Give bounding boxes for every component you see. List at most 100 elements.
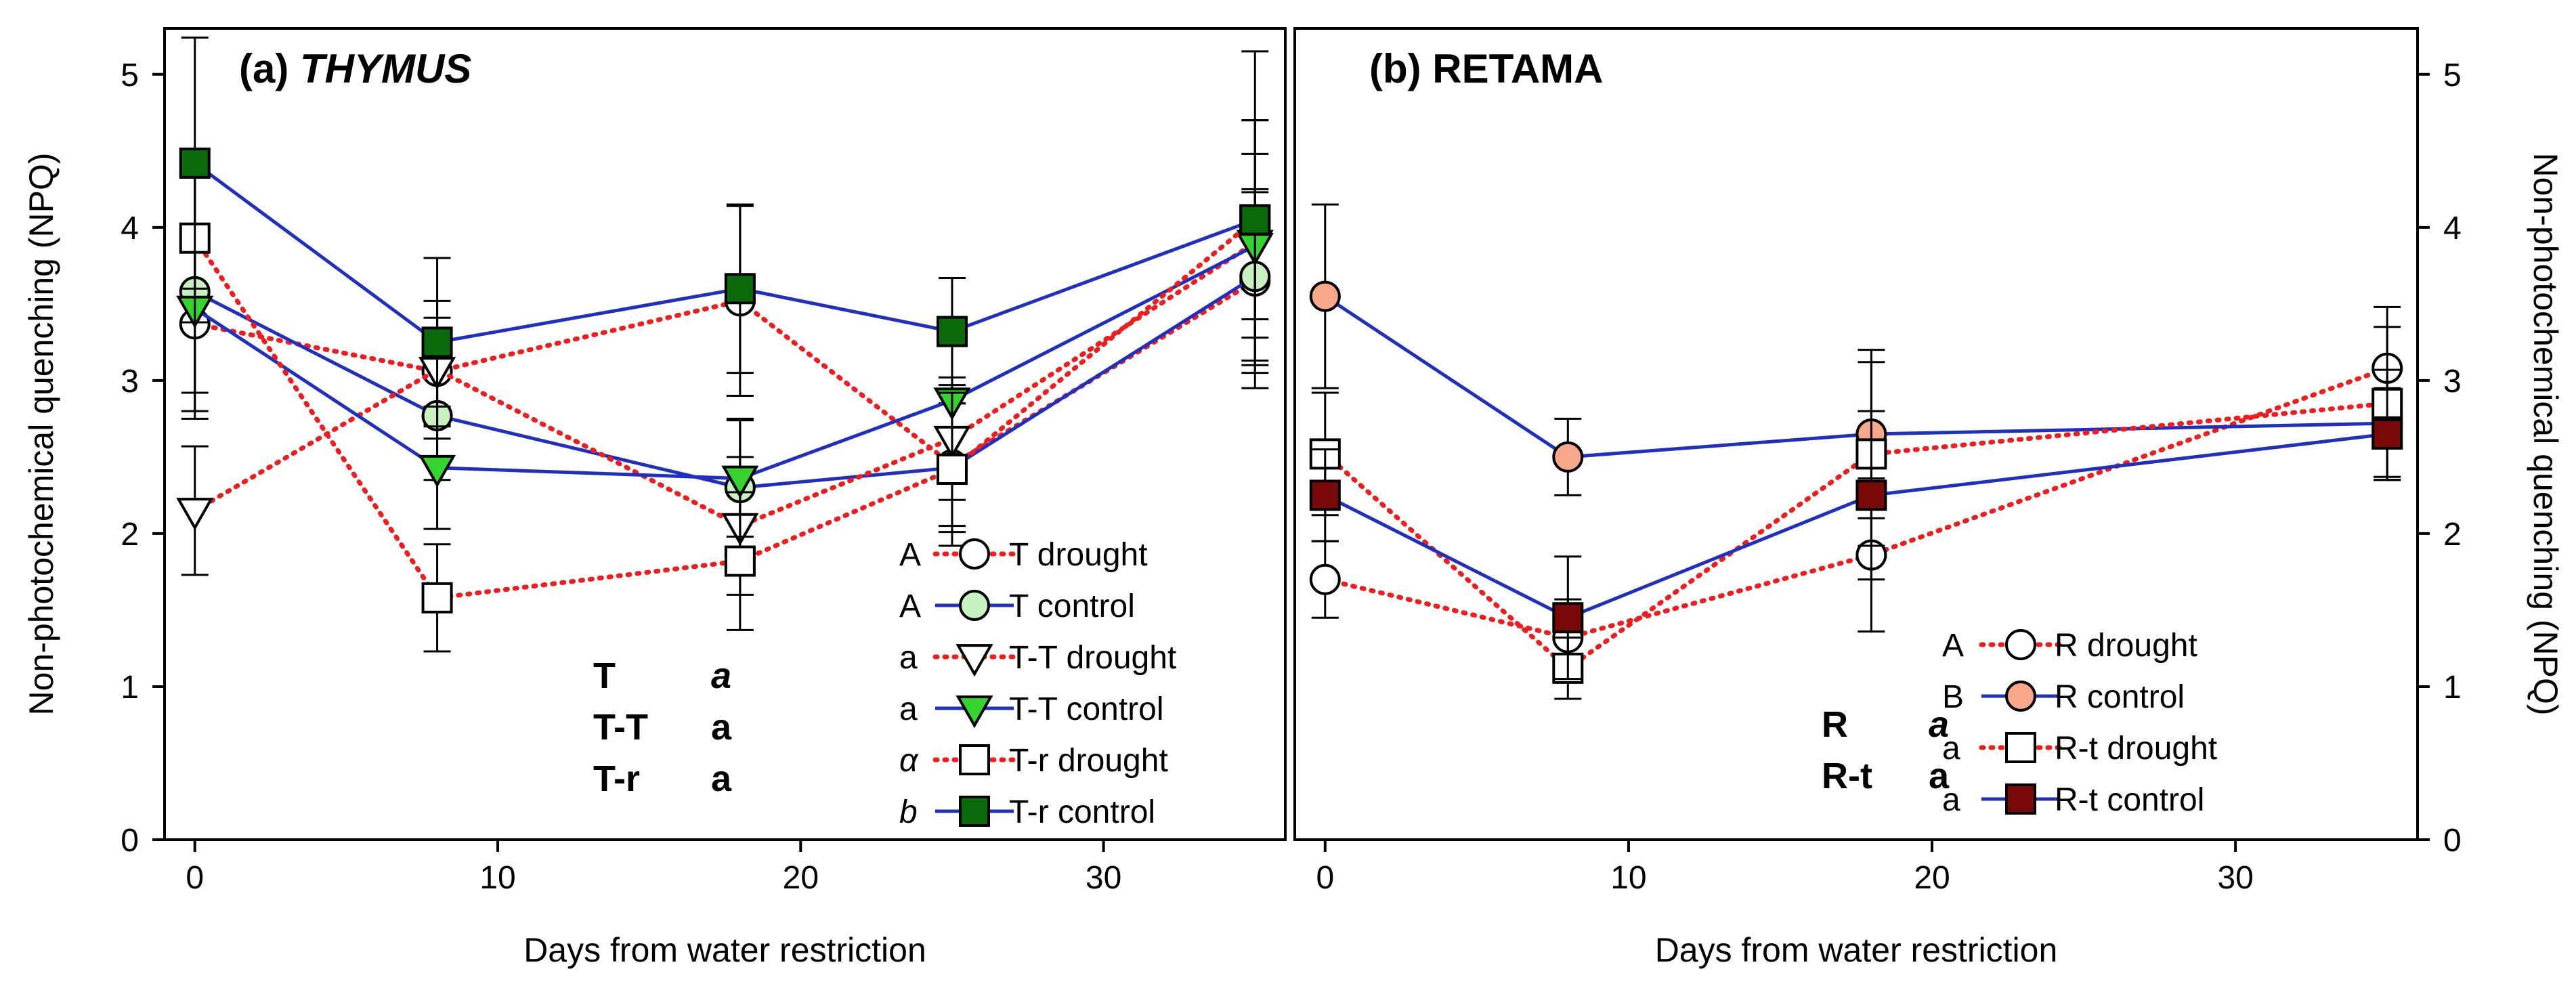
y-tick-label: 3 bbox=[2443, 364, 2462, 400]
plot-frame bbox=[163, 27, 1287, 841]
x-tick-label: 20 bbox=[1914, 860, 1950, 896]
y-tick-label: 5 bbox=[121, 58, 139, 93]
y-axis-label: Non-photochemical quenching (NPQ) bbox=[22, 153, 60, 716]
series-line-t-control bbox=[194, 275, 1256, 490]
series-line-t-r-control bbox=[194, 161, 1256, 345]
data-point bbox=[1309, 280, 1341, 312]
y-axis-label: Non-photochemical quenching (NPQ) bbox=[2527, 153, 2564, 716]
data-point bbox=[176, 498, 214, 531]
legend-marker bbox=[2005, 732, 2036, 763]
data-point bbox=[936, 316, 968, 347]
x-axis-label: Days from water restriction bbox=[523, 931, 926, 969]
data-point bbox=[721, 465, 759, 498]
panel-title: (b) RETAMA bbox=[1369, 46, 1603, 91]
legend-label: T-T drought bbox=[1009, 640, 1176, 676]
legend-marker bbox=[2005, 629, 2036, 660]
y-tick-label: 2 bbox=[121, 517, 139, 553]
legend-marker bbox=[959, 590, 990, 621]
annotation-value: a bbox=[1929, 704, 1949, 745]
series-r-control bbox=[1309, 203, 2403, 519]
annotation-value: a bbox=[711, 707, 732, 748]
legend-label: R-t control bbox=[2055, 782, 2204, 818]
annotation-name: R bbox=[1822, 704, 1848, 745]
data-point bbox=[1309, 563, 1341, 595]
legend-label: R drought bbox=[2055, 628, 2197, 664]
panel-retama: 0 10 20 30 0 1 2 3 4 5 Days from water restriction… bbox=[1293, 27, 2564, 969]
legend-marker bbox=[959, 796, 990, 827]
legend-letter: a bbox=[899, 691, 918, 727]
legend-marker bbox=[2005, 681, 2036, 712]
legend-marker bbox=[959, 538, 990, 569]
legend-letter: A bbox=[899, 537, 921, 573]
data-point bbox=[179, 147, 211, 179]
legend-label: T control bbox=[1009, 588, 1135, 624]
x-tick-label: 10 bbox=[479, 860, 515, 896]
series-r-t-control bbox=[1309, 387, 2403, 681]
data-point bbox=[1239, 204, 1271, 236]
series-line-r-t-control bbox=[1324, 432, 2388, 620]
series-t-r-control bbox=[179, 37, 1271, 428]
legend-letter: a bbox=[899, 640, 918, 676]
y-tick-label: 4 bbox=[2443, 211, 2462, 246]
legend-letter: A bbox=[1942, 628, 1964, 664]
series-r-t-drought bbox=[1309, 326, 2403, 700]
y-tick-label: 1 bbox=[2443, 670, 2462, 706]
legend-marker bbox=[959, 744, 990, 775]
series-t-control bbox=[179, 171, 1271, 558]
legend-letter: B bbox=[1942, 679, 1964, 715]
data-point bbox=[936, 453, 968, 485]
legend-letter: a bbox=[1942, 782, 1960, 818]
data-point bbox=[1309, 479, 1341, 511]
series-line-r-t-drought bbox=[1323, 401, 2390, 672]
legend-label: T-r control bbox=[1009, 794, 1155, 830]
panel-title: (a) THYMUS bbox=[239, 46, 471, 91]
legend-label: R-t drought bbox=[2055, 731, 2217, 767]
legend: A R drought B R control a R-t drought a R-t con… bbox=[1942, 628, 2217, 818]
legend: A T drought A T control a T-T drought a T-T con… bbox=[899, 537, 1176, 830]
x-tick-label: 0 bbox=[1316, 860, 1334, 896]
x-tick-label: 0 bbox=[186, 860, 204, 896]
series-line-r-control bbox=[1324, 295, 2388, 459]
data-point bbox=[421, 326, 453, 358]
data-point bbox=[1309, 438, 1341, 470]
panel-thymus: 0 10 20 30 0 1 2 3 4 5 Days from water restriction… bbox=[22, 27, 1287, 969]
legend-marker bbox=[956, 695, 993, 729]
y-tick-label: 5 bbox=[2443, 58, 2462, 93]
data-point bbox=[1552, 441, 1584, 473]
plot-frame bbox=[1293, 27, 2419, 841]
annotation-name: R-t bbox=[1822, 756, 1872, 796]
annotation-value: a bbox=[711, 655, 731, 696]
series-line-r-drought bbox=[1323, 366, 2390, 641]
legend-letter: a bbox=[1942, 731, 1960, 767]
y-tick-label: 1 bbox=[121, 670, 139, 706]
annotation-value: a bbox=[711, 758, 732, 799]
y-tick-label: 4 bbox=[121, 211, 139, 246]
legend-label: T-T control bbox=[1009, 691, 1164, 727]
series-t-t-drought bbox=[176, 119, 1274, 596]
annotation-value: a bbox=[1929, 756, 1950, 796]
annotation-name: T bbox=[593, 655, 616, 696]
y-tick-label: 0 bbox=[2443, 823, 2462, 859]
x-tick-label: 10 bbox=[1610, 860, 1646, 896]
panel-label: (a) bbox=[239, 46, 300, 91]
panel-title-text: THYMUS bbox=[300, 46, 471, 91]
data-point bbox=[724, 545, 756, 577]
legend-letter: b bbox=[899, 794, 918, 830]
panel-title-text: RETAMA bbox=[1432, 46, 1603, 91]
data-point bbox=[418, 454, 456, 488]
legend-letter: α bbox=[899, 743, 919, 779]
series-t-drought bbox=[179, 188, 1271, 528]
data-point bbox=[724, 273, 756, 305]
y-tick-label: 0 bbox=[121, 823, 139, 859]
legend-marker bbox=[2005, 783, 2036, 815]
y-tick-label: 3 bbox=[121, 364, 139, 400]
x-tick-label: 30 bbox=[2217, 860, 2253, 896]
legend-label: R control bbox=[2055, 679, 2185, 715]
y-tick-label: 2 bbox=[2443, 517, 2462, 553]
legend-letter: A bbox=[899, 588, 921, 624]
data-point bbox=[1855, 479, 1887, 511]
x-axis-label: Days from water restriction bbox=[1655, 931, 2058, 969]
